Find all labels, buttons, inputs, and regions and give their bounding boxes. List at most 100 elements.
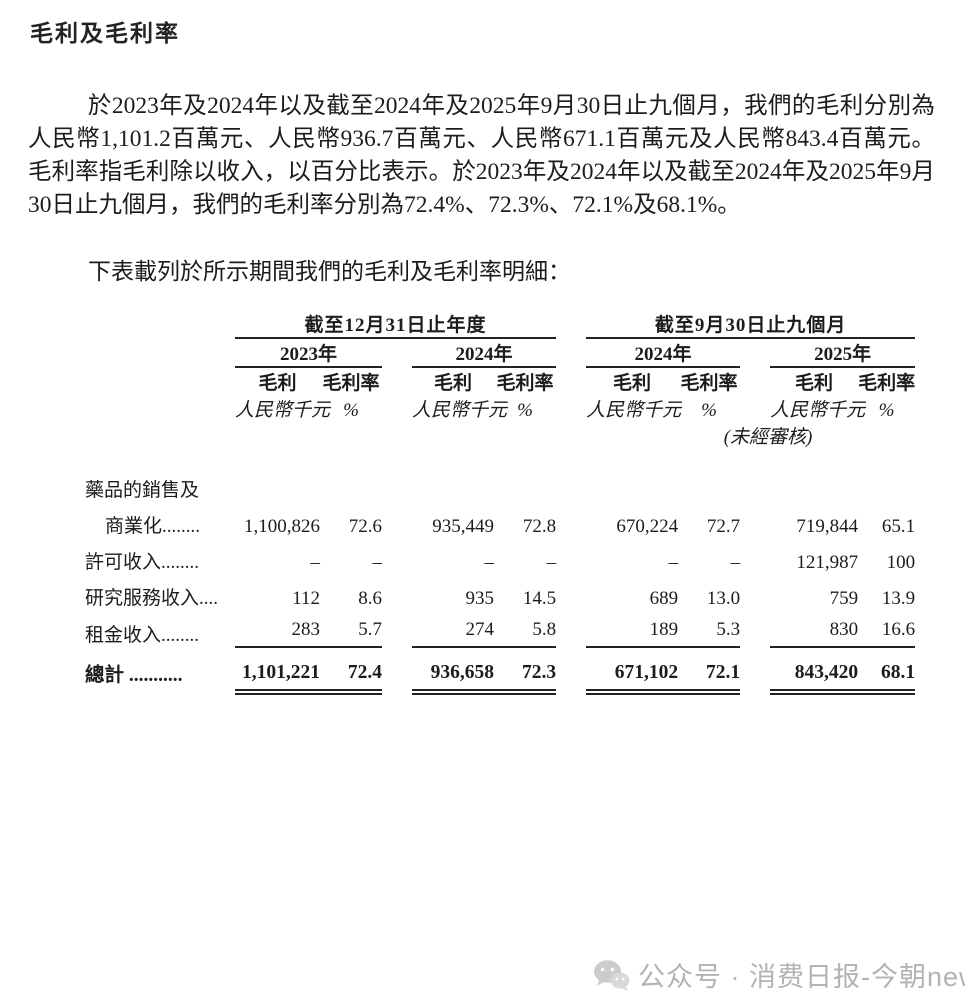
table-intro: 下表載列於所示期間我們的毛利及毛利率明細： — [88, 259, 571, 284]
year-2024: 2024年 — [412, 338, 557, 368]
unit-percent: % — [517, 400, 533, 421]
table-cell: 274 — [412, 610, 494, 648]
table-cell: – — [372, 552, 383, 573]
spacer-cell — [556, 395, 586, 422]
spacer-cell — [556, 538, 586, 574]
table-cell: 5.8 — [494, 610, 557, 648]
spacer-cell — [85, 422, 678, 449]
spacer-cell — [556, 574, 586, 610]
spacer-cell — [382, 574, 412, 610]
unit-currency: 人民幣千元 — [770, 400, 866, 421]
header-gross-profit: 毛利 — [613, 373, 652, 394]
spacer-cell — [740, 367, 770, 395]
header-gross-margin: 毛利率 — [858, 373, 916, 394]
spacer-cell — [382, 647, 412, 692]
body-paragraph: 於2023年及2024年以及截至2024年及2025年9月30日止九個月，我們的… — [28, 93, 935, 218]
unit-percent: % — [878, 400, 895, 421]
table-cell: 935,449 — [432, 516, 494, 537]
page-title: 毛利及毛利率 — [30, 20, 180, 46]
spacer-cell — [740, 502, 770, 538]
spacer-cell — [382, 367, 412, 395]
header-gross-profit: 毛利 — [258, 373, 297, 394]
spacer-cell — [740, 574, 770, 610]
table-row: 商業化........ 1,100,826 72.6 935,449 72.8 … — [85, 502, 915, 538]
table-cell: – — [546, 552, 557, 573]
spacer-cell — [740, 395, 770, 422]
row-label-pharma-sales: 藥品的銷售及 — [85, 480, 200, 501]
spanner-row: 截至12月31日止年度 截至9月30日止九個月 — [85, 310, 916, 339]
spacer-cell — [740, 338, 770, 367]
unit-currency: 人民幣千元 — [412, 400, 508, 421]
spacer-cell — [556, 338, 586, 367]
table-cell: – — [668, 552, 679, 573]
table-cell: 100 — [886, 552, 916, 573]
unaudited-note: (未經審核) — [723, 427, 813, 448]
header-gross-profit: 毛利 — [795, 373, 834, 394]
table-cell: 830 — [770, 610, 859, 648]
spacer-cell — [858, 422, 915, 449]
table-cell: 935 — [465, 588, 495, 609]
header-gross-margin: 毛利率 — [680, 373, 738, 394]
unit-currency: 人民幣千元 — [235, 400, 331, 421]
table-cell: 283 — [235, 610, 320, 648]
table-cell: – — [310, 552, 321, 573]
table-cell: 68.1 — [858, 647, 916, 695]
table-cell: 1,101,221 — [235, 647, 320, 695]
wechat-icon — [594, 959, 630, 991]
table-cell: 72.7 — [706, 516, 741, 537]
spacer-cell — [556, 367, 586, 395]
table-cell: 759 — [829, 588, 859, 609]
table-row: 許可收入........ – – – – – – 121,987 100 — [85, 538, 915, 574]
table-cell: 670,224 — [616, 516, 679, 537]
table-cell: 72.8 — [522, 516, 557, 537]
table-row: 租金收入........ 283 5.7 274 5.8 189 5.3 830… — [85, 610, 916, 648]
document-page: 毛利及毛利率 於2023年及2024年以及截至2024年及2025年9月30日止… — [28, 20, 965, 992]
watermark: 公众号 · 消费日报-今朝news — [593, 955, 965, 994]
table-cell: 936,658 — [412, 647, 494, 695]
spacer-cell — [556, 610, 586, 647]
header-gross-margin: 毛利率 — [322, 373, 380, 394]
row-label-total: 總計 ........... — [85, 665, 183, 686]
table-cell: 5.7 — [320, 610, 382, 648]
table-cell: – — [484, 552, 495, 573]
table-cell: 13.9 — [881, 588, 916, 609]
table-cell: 72.1 — [678, 647, 741, 695]
units-row: 人民幣千元 % 人民幣千元 % 人民幣千元 % 人民幣千元 % — [85, 395, 915, 422]
col-group-annual: 截至12月31日止年度 — [235, 310, 557, 339]
row-label-commercialisation: 商業化........ — [105, 516, 201, 537]
spacer-cell — [85, 310, 235, 338]
table-cell: 5.3 — [678, 610, 741, 648]
table-cell: 65.1 — [881, 516, 916, 537]
table-row: 研究服務收入.... 112 8.6 935 14.5 689 13.0 759… — [85, 574, 915, 610]
unit-currency: 人民幣千元 — [586, 400, 682, 421]
table-cell: 16.6 — [858, 610, 916, 648]
unaudited-row: (未經審核) — [85, 422, 915, 449]
spacer-cell — [382, 610, 412, 647]
table-cell: 719,844 — [796, 516, 859, 537]
row-label-rental: 租金收入........ — [85, 625, 200, 646]
year-row: 2023年 2024年 2024年 2025年 — [85, 338, 916, 368]
table-cell: 121,987 — [796, 552, 859, 573]
watermark-text: 公众号 · 消费日报-今朝news — [638, 962, 965, 992]
table-cell: 843,420 — [770, 647, 859, 695]
table-cell: 1,100,826 — [244, 516, 320, 537]
spacer-cell — [382, 338, 412, 367]
table-cell: 72.3 — [494, 647, 557, 695]
table-cell: 8.6 — [358, 588, 382, 609]
spacer-cell — [740, 610, 770, 647]
spacer-cell — [740, 647, 770, 692]
spacer-cell — [382, 395, 412, 422]
unit-percent: % — [343, 400, 359, 421]
table-cell: 689 — [649, 588, 679, 609]
total-row: 總計 ........... 1,101,221 72.4 936,658 72… — [85, 647, 916, 695]
year-2025-interim: 2025年 — [770, 338, 916, 368]
year-2023: 2023年 — [235, 338, 382, 368]
table-zone: 公众号 · 消费日报-今朝news 截至12月31日止年度 截至9月30日止九個… — [28, 310, 965, 992]
spacer-cell — [85, 338, 235, 367]
table-cell: 112 — [292, 588, 320, 609]
row-label-research-services: 研究服務收入.... — [85, 588, 219, 609]
header-gross-profit: 毛利 — [433, 373, 472, 394]
spacer-cell — [740, 538, 770, 574]
year-2024-interim: 2024年 — [586, 338, 741, 368]
gross-profit-table: 截至12月31日止年度 截至9月30日止九個月 2023年 2024年 2024… — [85, 310, 916, 695]
